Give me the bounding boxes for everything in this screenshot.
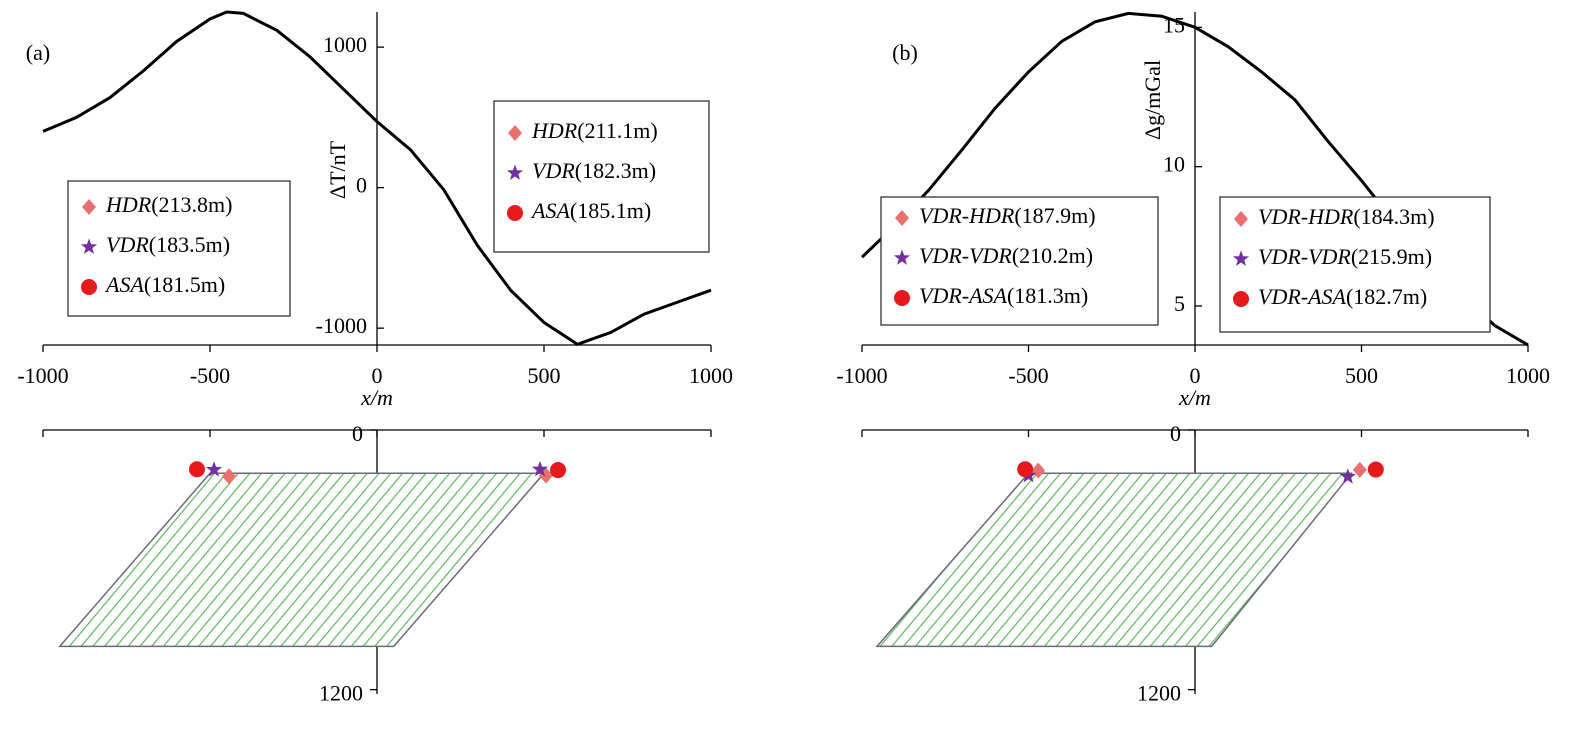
x-tick-label: 0 (1190, 363, 1201, 388)
panel-label: (b) (892, 40, 918, 65)
legend-symbol (80, 238, 98, 254)
x-tick-label: 500 (1345, 363, 1378, 388)
legend-entry: VDR-HDR(184.3m) (1258, 204, 1435, 229)
x-tick-label: -1000 (836, 363, 887, 388)
y-tick-label: 1200 (1137, 681, 1181, 706)
legend-symbol (1233, 291, 1249, 307)
panel-label: (a) (26, 40, 50, 65)
y-tick-label: -1000 (316, 313, 367, 338)
legend-symbol (1234, 211, 1248, 227)
y-tick-label: 0 (1170, 421, 1181, 446)
x-tick-label: 1000 (689, 363, 733, 388)
edge-marker (531, 460, 549, 477)
edge-marker (1031, 462, 1046, 479)
y-tick-label: 1000 (323, 32, 367, 57)
x-tick-label: -1000 (17, 363, 68, 388)
y-tick-label: 0 (356, 173, 367, 198)
legend-entry: VDR-ASA(182.7m) (1258, 284, 1427, 309)
legend-name: VDR-ASA (919, 283, 1008, 308)
legend-depth: (181.5m) (144, 272, 225, 297)
legend-name: VDR-VDR (919, 243, 1012, 268)
edge-marker (188, 461, 205, 478)
legend-depth: (187.9m) (1014, 203, 1095, 228)
legend-symbol (507, 205, 523, 221)
legend-symbol (508, 125, 522, 141)
x-tick-label: 0 (372, 363, 383, 388)
legend-entry: VDR-HDR(187.9m) (919, 203, 1096, 228)
edge-marker (1339, 468, 1356, 484)
y-tick-label: 1200 (319, 681, 363, 706)
x-tick-label: 500 (528, 363, 561, 388)
legend-name: VDR-HDR (919, 203, 1015, 228)
profile-line (42, 10, 712, 346)
legend-entry: VDR(183.5m) (106, 232, 230, 257)
legend-symbol (894, 290, 910, 306)
legend-name: VDR-HDR (1258, 204, 1354, 229)
legend-entry: HDR(213.8m) (105, 192, 232, 217)
y-axis-label: ΔT/nT (325, 140, 350, 199)
legend-entry: VDR(182.3m) (532, 158, 656, 183)
legend-name: VDR (532, 158, 575, 183)
legend-name: VDR-VDR (1258, 244, 1351, 269)
legend-box (1219, 196, 1491, 333)
y-tick-label: 0 (352, 421, 363, 446)
edge-marker (1017, 461, 1034, 478)
model-body (58, 472, 546, 648)
legend-name: VDR-ASA (1258, 284, 1347, 309)
legend-entry: VDR-ASA(181.3m) (919, 283, 1088, 308)
legend-depth: (181.3m) (1007, 283, 1088, 308)
legend-entry: VDR-VDR(215.9m) (1258, 244, 1432, 269)
legend-symbol (1232, 250, 1250, 266)
y-tick-label: 5 (1174, 291, 1185, 316)
legend-depth: (211.1m) (577, 118, 657, 143)
legend-depth: (182.3m) (575, 158, 656, 183)
edge-marker (550, 462, 567, 479)
edge-marker (205, 461, 223, 477)
legend-name: ASA (104, 272, 144, 297)
legend-box (493, 100, 710, 253)
y-axis-label: Δg/mGal (1140, 60, 1165, 140)
legend-depth: (182.7m) (1346, 284, 1427, 309)
x-axis-label: x/m (360, 385, 393, 410)
legend-depth: (215.9m) (1351, 244, 1432, 269)
legend-symbol (895, 210, 909, 226)
y-tick-label: 10 (1163, 152, 1185, 177)
legend-box (67, 180, 291, 317)
legend-box (880, 196, 1159, 326)
legend-depth: (184.3m) (1353, 204, 1434, 229)
x-axis-label: x/m (1178, 385, 1211, 410)
x-tick-label: -500 (1008, 363, 1048, 388)
legend-name: ASA (530, 198, 570, 223)
edge-marker (222, 468, 237, 485)
edge-marker (1352, 461, 1367, 478)
legend-symbol (506, 164, 524, 180)
legend-depth: (185.1m) (570, 198, 651, 223)
legend-symbol (81, 279, 97, 295)
legend-name: VDR (106, 232, 149, 257)
legend-depth: (210.2m) (1012, 243, 1093, 268)
legend-depth: (213.8m) (151, 192, 232, 217)
legend-name: HDR (105, 192, 152, 217)
legend-name: HDR (531, 118, 578, 143)
edge-marker (1367, 461, 1384, 478)
x-tick-label: 1000 (1506, 363, 1550, 388)
legend-entry: ASA(185.1m) (530, 198, 651, 223)
legend-entry: HDR(211.1m) (531, 118, 658, 143)
legend-symbol (893, 249, 911, 265)
legend-depth: (183.5m) (149, 232, 230, 257)
legend-entry: VDR-VDR(210.2m) (919, 243, 1093, 268)
legend-entry: ASA(181.5m) (104, 272, 225, 297)
x-tick-label: -500 (190, 363, 230, 388)
y-tick-label: 15 (1163, 12, 1185, 37)
legend-symbol (82, 199, 96, 215)
model-body (875, 472, 1354, 648)
